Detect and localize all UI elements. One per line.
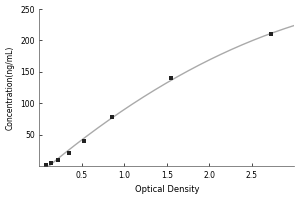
Point — [48, 161, 53, 164]
Point — [109, 115, 114, 119]
Point — [56, 158, 61, 161]
Point — [268, 33, 273, 36]
Point — [81, 139, 86, 143]
Point — [44, 163, 49, 166]
X-axis label: Optical Density: Optical Density — [135, 185, 199, 194]
Point — [169, 77, 174, 80]
Y-axis label: Concentration(ng/mL): Concentration(ng/mL) — [6, 45, 15, 130]
Point — [67, 152, 72, 155]
